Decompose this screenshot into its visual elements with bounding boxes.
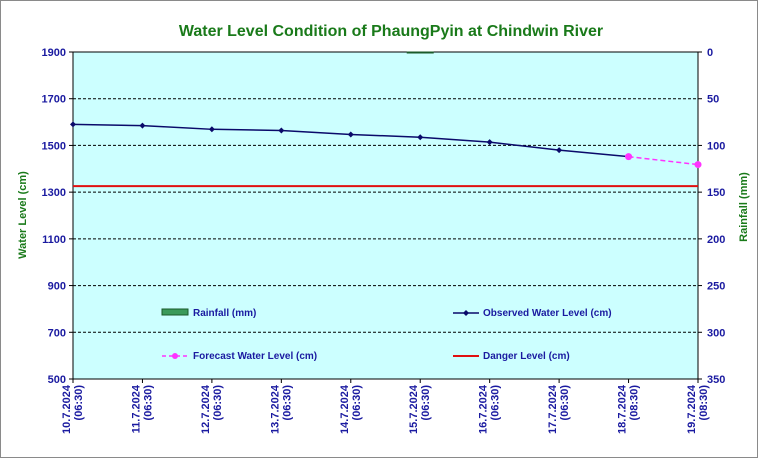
y-left-tick-label: 1500 — [42, 140, 66, 152]
grid-lines — [73, 98, 698, 333]
x-tick-label-date: 10.7.2024 — [61, 384, 73, 434]
y-left-tick-label: 1700 — [42, 94, 66, 106]
x-tick-label: 16.7.2024 (06:30) — [478, 384, 502, 434]
x-tick-label-time: (08:30) — [698, 385, 710, 421]
y-axis-left-ticks: 500 700 900 1100 1300 1500 1700 1900 — [42, 47, 73, 386]
y-axis-left-label: Water Level (cm) — [17, 171, 29, 259]
x-tick-label-date: 13.7.2024 — [269, 384, 281, 434]
y-left-tick-label: 500 — [48, 374, 66, 386]
y-axis-right-label: Rainfall (mm) — [738, 172, 750, 242]
x-tick-label: 13.7.2024 (06:30) — [269, 384, 293, 434]
forecast-point — [625, 153, 633, 161]
x-tick-label: 12.7.2024 (06:30) — [200, 384, 224, 434]
x-tick-label-time: (06:30) — [73, 385, 85, 421]
plot-area — [72, 51, 699, 380]
x-tick-label-time: (06:30) — [490, 385, 502, 421]
x-tick-label-date: 11.7.2024 — [130, 384, 142, 433]
y-right-tick-label: 100 — [707, 140, 725, 152]
x-tick-label-time: (08:30) — [629, 385, 641, 421]
observed-point — [556, 147, 563, 154]
observed-point — [486, 139, 493, 146]
x-tick-label-date: 14.7.2024 — [339, 384, 351, 434]
legend-label-danger: Danger Level (cm) — [483, 351, 570, 362]
rainfall-bar — [406, 51, 434, 54]
y-right-tick-label: 150 — [707, 187, 725, 199]
x-tick-label-date: 16.7.2024 — [478, 384, 490, 434]
x-tick-label-time: (06:30) — [559, 385, 571, 421]
forecast-point — [694, 161, 702, 169]
y-right-tick-label: 0 — [707, 47, 713, 59]
x-tick-label: 15.7.2024 (06:30) — [408, 384, 432, 434]
y-right-tick-label: 250 — [707, 281, 725, 293]
x-tick-label-date: 15.7.2024 — [408, 384, 420, 434]
observed-point — [347, 131, 354, 138]
legend-item-danger: Danger Level (cm) — [453, 351, 570, 362]
x-axis-ticks: 10.7.2024 (06:30) 11.7.2024 (06:30) 12.7.202… — [61, 379, 710, 434]
x-tick-label: 18.7.2024 (08:30) — [617, 384, 641, 434]
y-right-tick-label: 300 — [707, 327, 725, 339]
x-tick-label: 14.7.2024 (06:30) — [339, 384, 363, 434]
observed-point — [208, 126, 215, 133]
y-right-tick-label: 350 — [707, 374, 725, 386]
legend-marker-forecast — [172, 353, 178, 359]
forecast-water-level-line — [628, 155, 699, 166]
x-tick-label: 11.7.2024 (06:30) — [130, 384, 154, 433]
legend-item-rainfall: Rainfall (mm) — [161, 308, 256, 319]
legend-swatch-rainfall — [161, 308, 189, 316]
x-tick-label: 19.7.2024 (08:30) — [686, 384, 710, 434]
x-tick-label-date: 19.7.2024 — [686, 384, 698, 434]
legend-item-forecast: Forecast Water Level (cm) — [162, 351, 317, 362]
legend-label-observed: Observed Water Level (cm) — [483, 308, 612, 319]
chart-title: Water Level Condition of PhaungPyin at C… — [179, 23, 603, 40]
y-left-tick-label: 1900 — [42, 47, 66, 59]
legend-marker-observed — [463, 310, 469, 316]
y-left-tick-label: 1300 — [42, 187, 66, 199]
x-tick-label-time: (06:30) — [142, 385, 154, 421]
y-left-tick-label: 900 — [48, 281, 66, 293]
y-right-tick-label: 50 — [707, 94, 719, 106]
y-left-tick-label: 1100 — [42, 234, 66, 246]
x-tick-label-time: (06:30) — [351, 385, 363, 421]
legend-label-rainfall: Rainfall (mm) — [193, 308, 256, 319]
x-tick-label-date: 12.7.2024 — [200, 384, 212, 434]
x-tick-label-time: (06:30) — [420, 385, 432, 421]
y-axis-right-ticks: 0 50 100 150 200 250 300 350 — [698, 47, 725, 386]
x-tick-label: 17.7.2024 (06:30) — [547, 384, 571, 434]
x-tick-label-date: 18.7.2024 — [617, 384, 629, 434]
x-tick-label-time: (06:30) — [281, 385, 293, 421]
x-tick-label-date: 17.7.2024 — [547, 384, 559, 434]
observed-point — [417, 134, 424, 141]
observed-point — [139, 122, 146, 129]
legend-item-observed: Observed Water Level (cm) — [453, 308, 612, 319]
x-tick-label: 10.7.2024 (06:30) — [61, 384, 85, 434]
legend: Rainfall (mm) Observed Water Level (cm) … — [161, 308, 612, 362]
x-tick-label-time: (06:30) — [212, 385, 224, 421]
y-right-tick-label: 200 — [707, 234, 725, 246]
observed-point — [70, 121, 76, 128]
y-left-tick-label: 700 — [48, 327, 66, 339]
legend-label-forecast: Forecast Water Level (cm) — [193, 351, 317, 362]
